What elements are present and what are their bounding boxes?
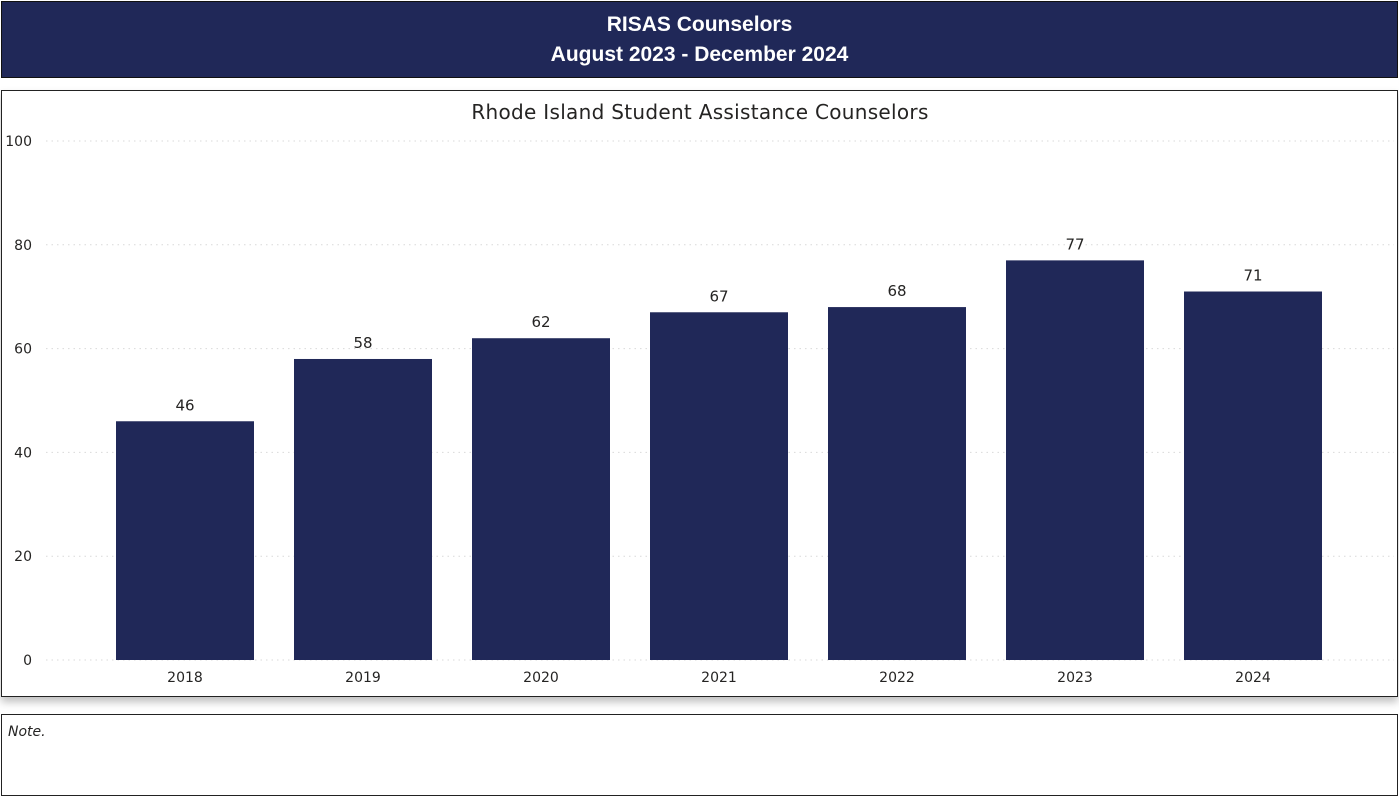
bar-2022[interactable]: [828, 307, 966, 660]
data-label-2020: 62: [531, 313, 550, 331]
report-header: RISAS Counselors August 2023 - December …: [1, 1, 1398, 78]
y-tick-label: 80: [14, 238, 32, 254]
data-label-2019: 58: [353, 334, 372, 352]
bar-2019[interactable]: [294, 358, 432, 660]
y-axis-ticks: 0 20 40 60 80 100: [5, 134, 32, 669]
x-tick-label: 2022: [879, 670, 915, 686]
data-label-2024: 71: [1243, 267, 1262, 285]
bar-2021[interactable]: [650, 312, 788, 660]
x-tick-label: 2021: [701, 670, 737, 686]
x-tick-label: 2019: [345, 670, 381, 686]
y-tick-label: 60: [14, 342, 32, 358]
data-label-2022: 68: [887, 282, 906, 300]
y-tick-label: 20: [14, 549, 32, 565]
x-axis-ticks: 2018 2019 2020 2021 2022 2023 2024: [167, 670, 1271, 686]
bar-2020[interactable]: [472, 338, 610, 660]
data-label-2023: 77: [1065, 235, 1084, 253]
note-text: Note.: [8, 724, 46, 740]
report-subtitle: August 2023 - December 2024: [550, 42, 849, 66]
x-tick-label: 2018: [167, 670, 203, 686]
note-panel: Note.: [1, 714, 1398, 796]
data-label-2021: 67: [709, 287, 728, 305]
bars: [116, 260, 1322, 660]
bar-2024[interactable]: [1184, 291, 1322, 660]
x-tick-label: 2023: [1057, 670, 1093, 686]
x-tick-label: 2024: [1235, 670, 1271, 686]
y-tick-label: 100: [5, 134, 32, 150]
chart-panel[interactable]: Rhode Island Student Assistance Counselo…: [1, 90, 1398, 697]
data-label-2018: 46: [175, 396, 194, 414]
gridlines: [46, 140, 1394, 661]
x-tick-label: 2020: [523, 670, 559, 686]
bar-2023[interactable]: [1006, 260, 1144, 660]
data-labels: 46 58 62 67 68 77 71: [175, 235, 1262, 414]
y-tick-label: 0: [23, 653, 32, 669]
report-title: RISAS Counselors: [606, 12, 793, 36]
bar-2018[interactable]: [116, 421, 254, 660]
y-tick-label: 40: [14, 445, 32, 461]
chart-title: Rhode Island Student Assistance Counselo…: [471, 100, 928, 124]
bar-chart: Rhode Island Student Assistance Counselo…: [5, 100, 1394, 686]
